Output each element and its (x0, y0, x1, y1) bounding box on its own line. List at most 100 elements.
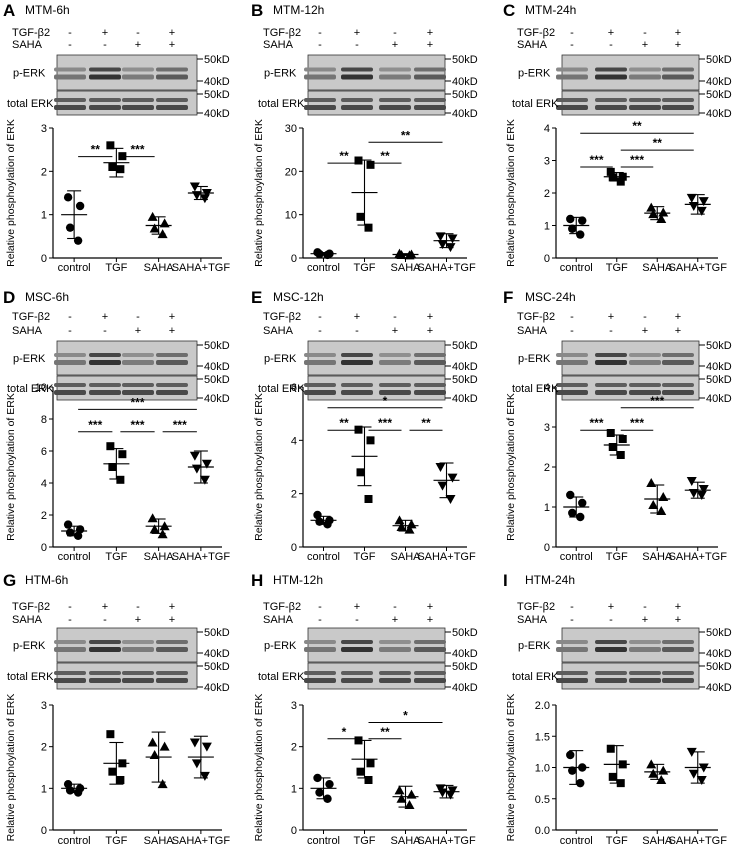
p-erk-blot-band (595, 353, 627, 357)
data-point (147, 513, 158, 523)
data-point (63, 520, 73, 529)
data-point (396, 249, 407, 259)
total-erk-label: total ERK (258, 671, 305, 683)
size-marker: 50kD (452, 54, 478, 66)
data-point (608, 173, 617, 182)
size-marker: 40kD (706, 682, 732, 694)
total-erk-blot-band (122, 98, 154, 102)
treatment-sign: - (136, 311, 140, 323)
significance-label: *** (88, 418, 102, 432)
p-erk-blot-band (54, 353, 86, 357)
treatment-sign: + (392, 325, 398, 337)
treatment-sign: - (136, 601, 140, 613)
total-erk-blot-band (629, 390, 661, 395)
significance-label: *** (589, 153, 603, 167)
y-tick-label: 0 (41, 253, 47, 265)
data-point (688, 489, 699, 498)
p-erk-blot-band (89, 360, 121, 365)
size-marker: 40kD (706, 393, 732, 405)
y-tick-label: 3 (544, 156, 550, 168)
p-erk-label: p-ERK (518, 640, 551, 652)
significance-label: * (403, 709, 408, 723)
size-marker: 40kD (204, 76, 230, 88)
total-erk-blot-band (379, 390, 411, 395)
treatment-sign: + (135, 39, 141, 51)
y-axis-label: Relative phosphoylation of ERK (253, 393, 265, 541)
total-erk-blot-band (156, 105, 188, 110)
total-erk-blot-band (662, 98, 694, 102)
size-marker: 40kD (706, 76, 732, 88)
data-point (323, 250, 332, 260)
total-erk-blot-band (156, 678, 188, 683)
p-erk-label: p-ERK (13, 640, 46, 652)
treatment-sign: - (68, 27, 72, 39)
treatment-sign: - (393, 601, 397, 613)
total-erk-blot-band (89, 671, 121, 675)
p-erk-blot-band (556, 360, 588, 365)
data-point (189, 182, 200, 192)
treatment-sign: - (136, 27, 140, 39)
total-erk-blot-band (414, 98, 446, 102)
data-point (191, 191, 202, 201)
data-point (568, 224, 577, 233)
x-tick-label: SAHA+TGF (172, 835, 231, 847)
total-erk-blot-band (54, 98, 86, 102)
y-axis-label: Relative phosphoylation of ERK (253, 119, 265, 267)
total-erk-blot-band (629, 671, 661, 675)
y-tick-label: 20 (285, 166, 297, 178)
panel-letter: F (503, 288, 513, 307)
panel-title: MTM-24h (525, 3, 576, 17)
total-erk-blot-band (54, 671, 86, 675)
x-tick-label: control (58, 835, 91, 847)
data-point (116, 475, 125, 484)
data-point (201, 459, 212, 469)
treatment-sign: + (102, 601, 108, 613)
p-erk-blot-band (379, 360, 411, 365)
size-marker: 50kD (706, 54, 732, 66)
total-erk-blot-band (89, 383, 121, 387)
data-point (396, 793, 407, 803)
total-erk-blot-band (556, 678, 588, 683)
treatment-sign: + (169, 614, 175, 626)
total-erk-blot-band (595, 105, 627, 110)
total-erk-blot-band (156, 390, 188, 395)
data-point (656, 506, 667, 515)
treatment-sign: + (354, 311, 360, 323)
treatment-sign: + (135, 325, 141, 337)
p-erk-blot-band (662, 360, 694, 365)
data-point (366, 759, 375, 768)
panel-title: HTM-24h (525, 573, 575, 587)
p-erk-blot-band (379, 67, 411, 72)
data-point (696, 491, 707, 500)
total-erk-blot-band (629, 105, 661, 110)
treatment-sign: + (427, 311, 433, 323)
p-erk-blot-band (304, 640, 336, 644)
total-erk-blot-band (122, 383, 154, 387)
data-point (323, 520, 332, 529)
total-erk-blot-band (341, 383, 373, 387)
treatment-sign: - (609, 325, 613, 337)
data-point (698, 197, 709, 207)
y-tick-label: 2 (41, 510, 47, 522)
y-tick-label: 0 (291, 542, 297, 554)
treatment-sign: + (675, 39, 681, 51)
p-erk-blot-band (595, 360, 627, 365)
x-tick-label: TGF (105, 551, 127, 563)
y-tick-label: 10 (35, 382, 47, 394)
data-point (116, 165, 125, 174)
data-point (63, 193, 73, 202)
p-erk-blot-frame (561, 627, 700, 663)
significance-label: * (383, 394, 388, 408)
data-point (106, 730, 115, 739)
data-point (65, 223, 75, 232)
p-erk-label: p-ERK (264, 68, 297, 80)
data-point (108, 163, 117, 171)
significance-label: *** (130, 395, 144, 409)
total-erk-label: total ERK (7, 671, 54, 683)
y-axis-label: Relative phosphoylation of ERK (5, 694, 17, 842)
x-tick-label: SAHA (144, 551, 175, 563)
p-erk-blot-band (556, 640, 588, 644)
total-erk-label: total ERK (7, 383, 54, 395)
